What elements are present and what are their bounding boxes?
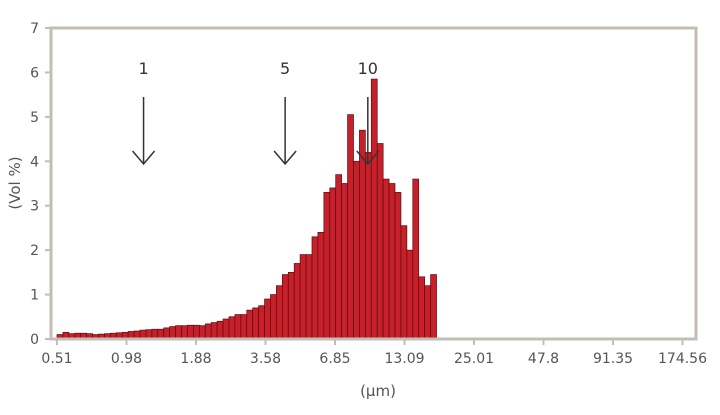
histogram-bar [353,160,360,340]
plot-frame [49,26,698,341]
histogram-bar [341,183,348,340]
histogram-bar [169,326,176,340]
histogram-bar [370,78,378,340]
annotation-arrowhead [356,150,380,166]
histogram-bar [376,143,384,340]
histogram-bar [388,183,396,340]
y-tick-label: 1 [30,288,39,304]
x-tick-label: 3.58 [250,351,281,367]
histogram-bar [216,320,224,340]
histogram-bar [424,285,431,340]
y-tick-label: 3 [30,199,39,215]
x-tick-label: 25.01 [454,351,494,367]
histogram-bar [311,236,319,340]
x-tick-label: 0.98 [111,351,142,367]
histogram-bar [198,325,206,340]
histogram-bar [193,324,200,340]
histogram-bar [299,254,307,340]
annotation-arrowhead [131,150,156,166]
histogram-bar [258,305,265,340]
annotation-label: 1 [138,59,148,78]
bar-series [56,78,437,340]
histogram-bar [252,307,259,340]
histogram-bar [240,314,248,340]
annotation-label: 5 [280,59,290,78]
x-tick-label: 0.51 [41,351,72,367]
histogram-bar [210,322,218,340]
x-tick-label: 91.35 [593,351,633,367]
histogram-bar [270,294,277,340]
x-tick-label: 13.09 [384,351,424,367]
y-tick-label: 7 [30,21,39,37]
histogram-bar [187,324,194,340]
y-tick-label: 6 [30,65,39,81]
histogram-bar [293,263,301,340]
histogram-bar [222,318,230,340]
histogram-bar [335,174,342,340]
histogram-bar [394,192,402,340]
y-tick-label: 2 [30,243,39,259]
histogram-bar [430,274,437,340]
y-axis-label: (Vol %) [6,156,24,209]
annotation-arrowhead [273,150,297,166]
histogram-bar [287,272,295,340]
histogram-bar [228,316,236,340]
histogram-bar [246,309,254,340]
histogram-bar [175,325,182,340]
histogram-bar [412,178,420,340]
histogram-bar [406,249,414,340]
histogram-bar [276,285,283,340]
x-tick-label: 47.8 [528,351,559,367]
histogram-bar [400,225,408,340]
x-axis-label: (µm) [360,382,396,400]
y-tick-label: 4 [30,154,39,170]
histogram-bar [329,187,337,340]
histogram-bar [347,114,354,340]
histogram-bar [317,232,325,340]
histogram-bar [234,314,242,340]
y-axis: 0 1 2 3 4 5 6 7 [30,21,51,348]
histogram-bar [365,152,372,340]
y-tick-label: 5 [30,110,39,126]
y-tick-label: 0 [30,332,39,348]
x-axis: 0.51 0.98 1.88 3.58 6.85 13.09 25.01 47.8 91.35 1… [41,339,707,367]
annotation-label: 10 [358,59,378,78]
x-tick-label: 1.88 [180,351,211,367]
histogram-bar [418,276,426,340]
histogram-bar [323,192,331,340]
histogram-bar [181,325,188,340]
histogram-bar [264,298,271,340]
x-tick-label: 174.56 [658,351,707,367]
x-tick-label: 6.85 [319,351,350,367]
histogram-bar [204,323,212,340]
histogram-bar [281,274,289,340]
histogram-bar [382,178,390,340]
histogram-bar [305,254,313,340]
histogram-bar [163,327,171,340]
annotations: 1 5 10 [131,59,380,166]
histogram-bar [359,129,366,340]
